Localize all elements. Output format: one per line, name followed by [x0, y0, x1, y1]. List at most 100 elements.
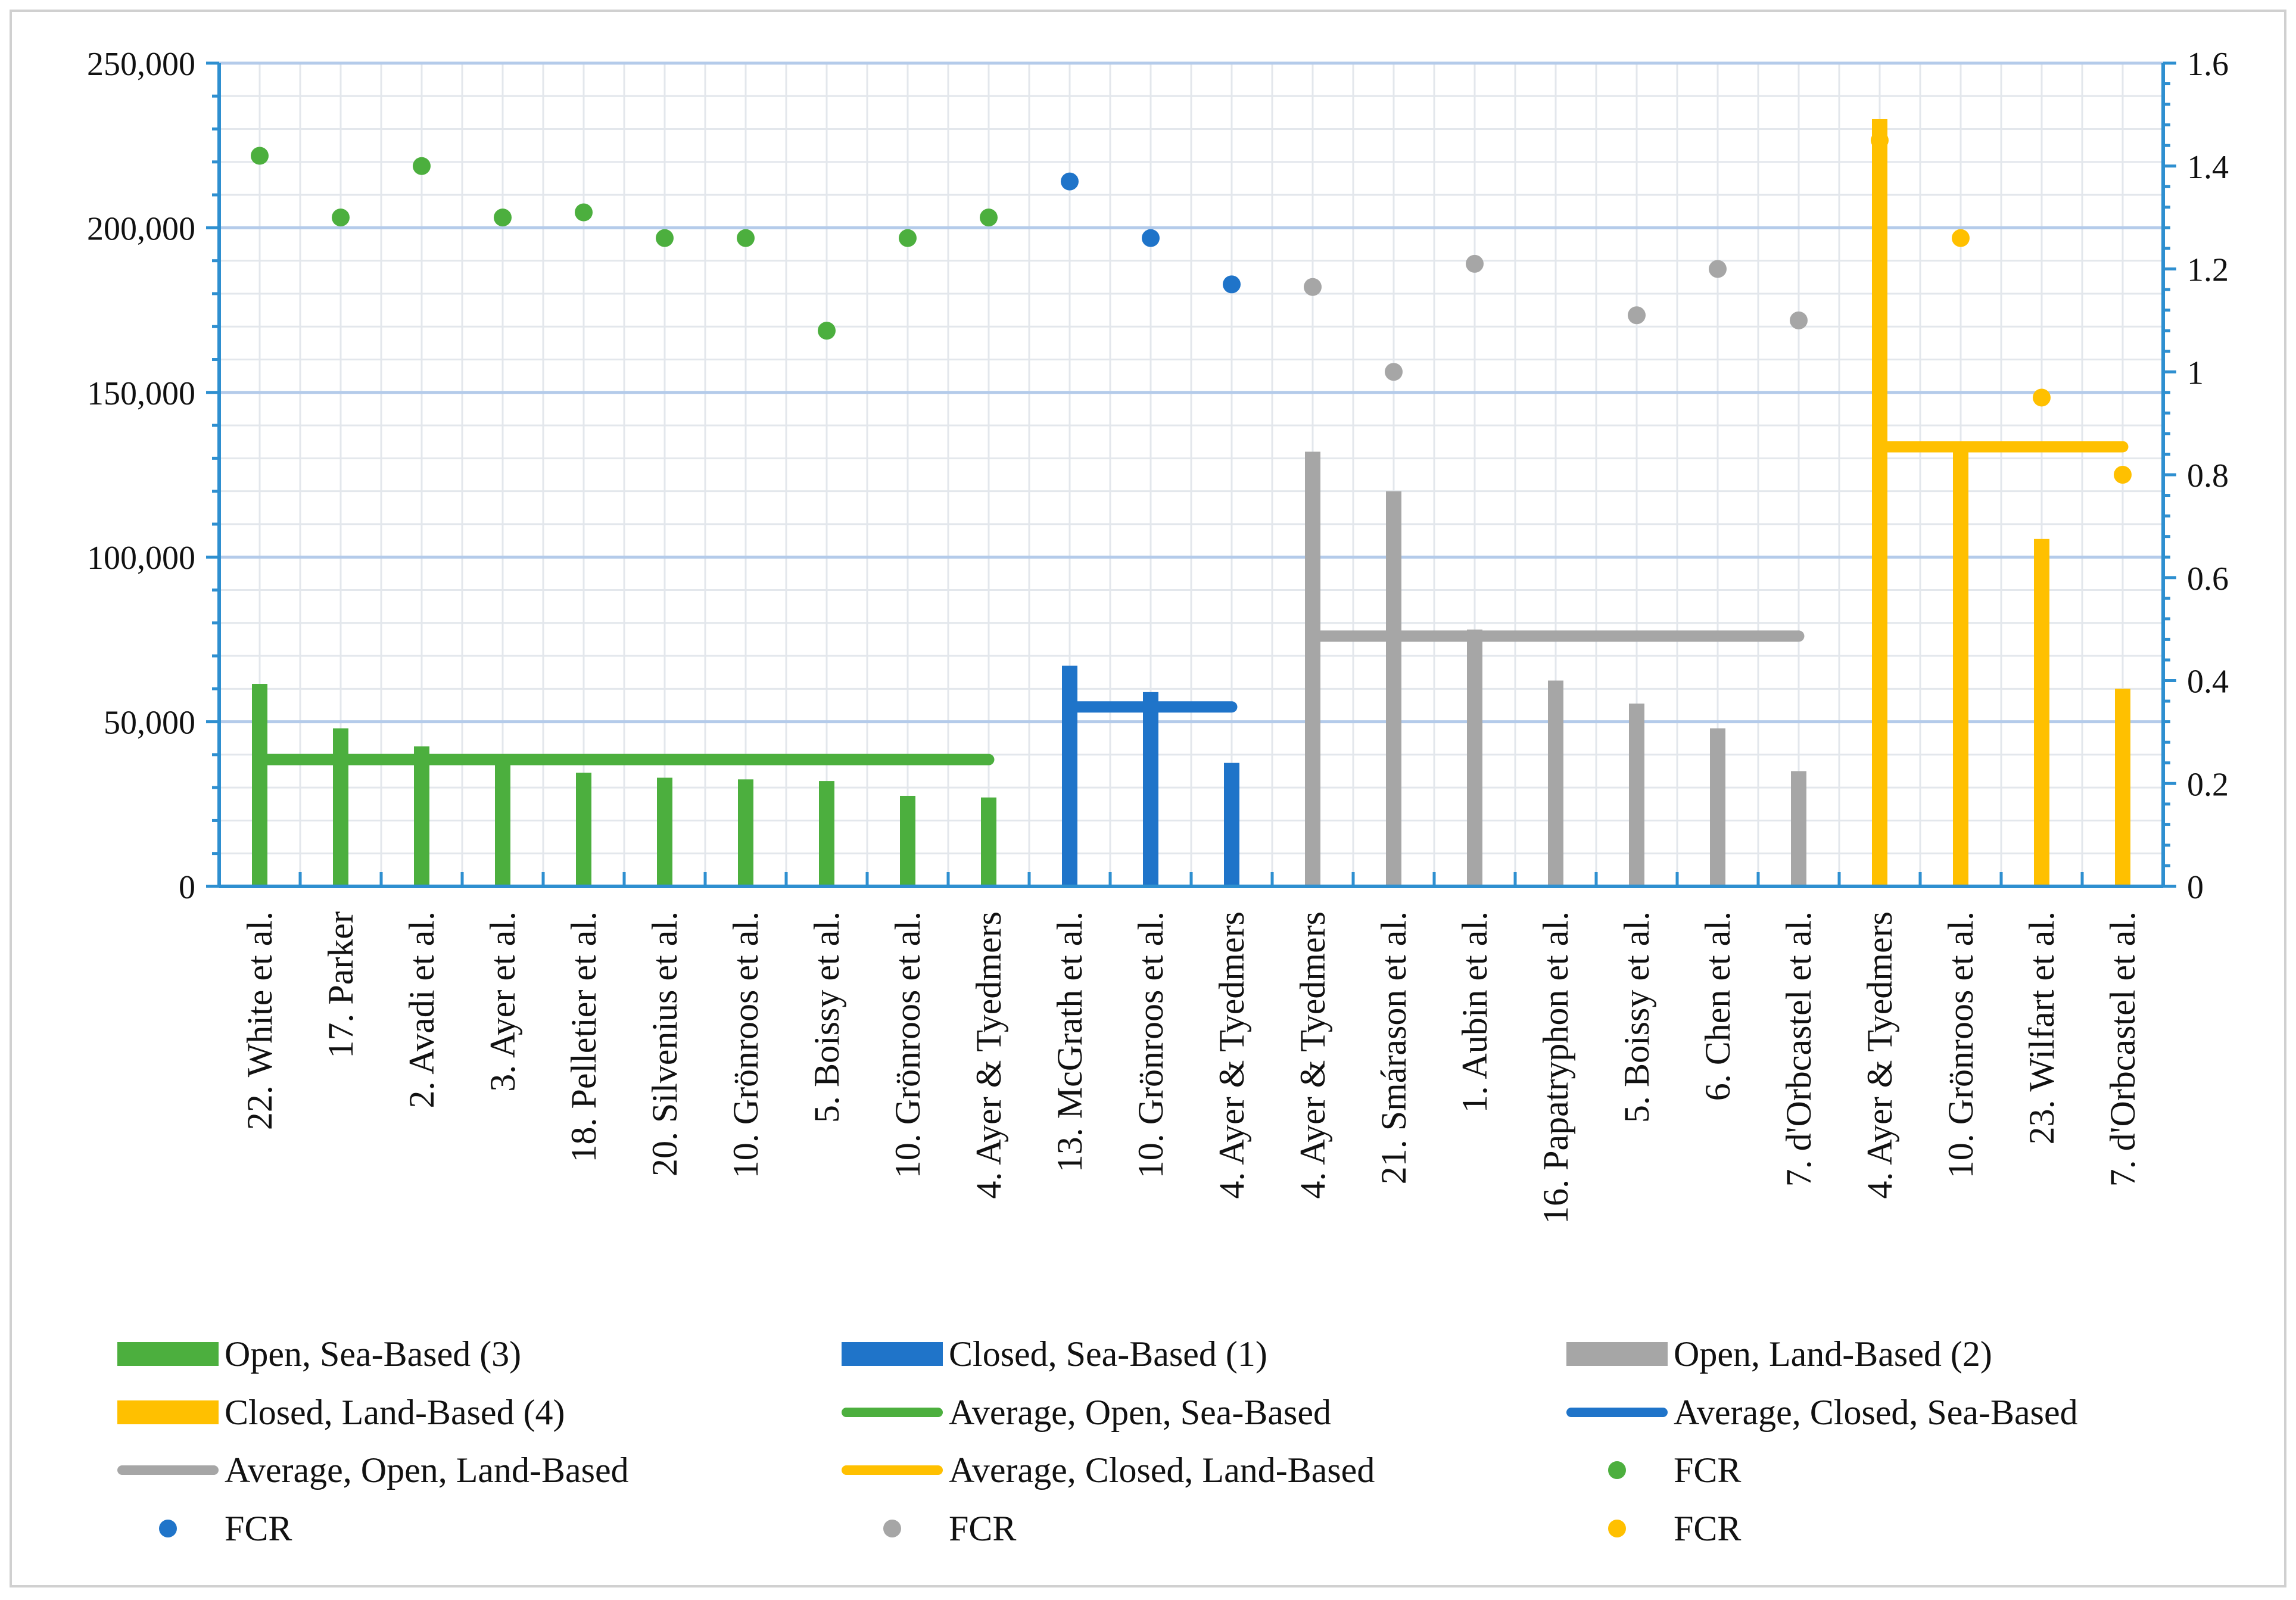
x-tick-label: 20. Silvenius et al.: [645, 911, 684, 1176]
legend-swatch-dot: [159, 1520, 177, 1537]
bar: [1305, 452, 1320, 886]
bar: [1548, 680, 1563, 886]
y2-tick-label: 0.4: [2187, 664, 2229, 701]
fcr-point: [1061, 172, 1079, 191]
x-tick-label: 10. Grönroos et al.: [1941, 911, 1980, 1178]
bar: [1791, 771, 1806, 886]
y2-tick-label: 0: [2187, 869, 2204, 906]
legend-swatch-dot: [1608, 1461, 1626, 1479]
y2-axis-tick-labels: 0 0.2 0.4 0.6 0.8 1 1.2 1.4 1.6: [2187, 46, 2229, 906]
legend-swatch-dot: [1608, 1520, 1626, 1537]
x-tick-label: 13. McGrath et al.: [1050, 911, 1089, 1172]
bar: [2115, 689, 2130, 886]
fcr-point: [980, 208, 998, 227]
y2-tick-label: 0.8: [2187, 457, 2229, 494]
fcr-point: [818, 322, 836, 340]
fcr-point: [251, 147, 269, 165]
bars: [252, 119, 2130, 887]
legend-label: Closed, Sea-Based (1): [949, 1334, 1267, 1374]
legend-swatch-bar: [1566, 1342, 1668, 1366]
fcr-point: [1142, 229, 1160, 247]
legend-label: Average, Open, Land-Based: [225, 1450, 629, 1490]
legend-label: Open, Sea-Based (3): [225, 1334, 521, 1374]
bar: [1062, 665, 1077, 886]
y-tick-label: 50,000: [104, 705, 195, 742]
fcr-point: [1952, 229, 1970, 247]
fcr-point: [1790, 311, 1808, 329]
bar: [1710, 728, 1725, 886]
bar: [1143, 692, 1158, 886]
x-tick-label: 1. Aubin et al.: [1455, 911, 1494, 1113]
fcr-point: [656, 229, 674, 247]
x-tick-label: 2. Avadi et al.: [402, 911, 441, 1108]
fcr-point: [2114, 466, 2132, 484]
fcr-point: [1709, 260, 1727, 278]
legend-label: FCR: [225, 1509, 292, 1548]
fcr-point: [899, 229, 917, 247]
bar: [900, 795, 915, 886]
x-tick-label: 17. Parker: [321, 911, 360, 1059]
y2-tick-label: 0.6: [2187, 561, 2229, 597]
fcr-point: [2033, 388, 2051, 407]
fcr-point: [332, 208, 350, 227]
x-tick-label: 4. Ayer & Tyedmers: [1212, 911, 1251, 1199]
fcr-point: [1628, 306, 1646, 325]
x-tick-label: 18. Pelletier et al.: [564, 911, 603, 1163]
bar: [819, 781, 834, 886]
x-tick-label: 10. Grönroos et al.: [888, 911, 927, 1178]
x-tick-label: 16. Papatryphon et al.: [1536, 911, 1575, 1224]
bar: [1224, 762, 1239, 886]
fcr-point: [413, 157, 431, 175]
bar: [1872, 119, 1887, 887]
y-tick-label: 200,000: [87, 210, 195, 247]
x-tick-label: 6. Chen et al.: [1698, 911, 1737, 1101]
bar: [657, 777, 672, 886]
legend: Open, Sea-Based (3) Closed, Sea-Based (1)…: [117, 1334, 2078, 1548]
x-tick-label: 21. Smárason et al.: [1374, 911, 1413, 1184]
bar: [2034, 538, 2049, 886]
y2-tick-label: 1.6: [2187, 46, 2229, 83]
y2-tick-label: 0.2: [2187, 766, 2229, 803]
x-tick-label: 23. Wilfart et al.: [2022, 911, 2061, 1144]
fcr-point: [1385, 363, 1403, 381]
bar: [1953, 445, 1968, 886]
bar: [1467, 629, 1482, 886]
legend-label: Open, Land-Based (2): [1674, 1334, 1992, 1374]
y2-tick-label: 1: [2187, 354, 2204, 391]
bar: [1386, 491, 1401, 886]
bar: [1629, 703, 1644, 886]
bar: [576, 773, 591, 886]
fcr-point: [1304, 278, 1322, 296]
x-tick-label: 7. d'Orbcastel et al.: [1779, 911, 1818, 1187]
x-tick-label: 3. Ayer et al.: [483, 911, 522, 1092]
x-axis-tick-labels: 22. White et al. 17. Parker 2. Avadi et al…: [240, 911, 2142, 1224]
legend-label: Average, Closed, Land-Based: [949, 1450, 1375, 1490]
bar: [495, 762, 510, 886]
y2-tick-label: 1.2: [2187, 252, 2229, 289]
legend-label: FCR: [949, 1509, 1016, 1548]
legend-label: Average, Open, Sea-Based: [949, 1393, 1331, 1432]
bar: [252, 684, 267, 886]
bar: [414, 746, 429, 886]
x-tick-label: 7. d'Orbcastel et al.: [2103, 911, 2142, 1187]
legend-label: Average, Closed, Sea-Based: [1674, 1393, 2078, 1432]
average-lines: [254, 441, 2129, 765]
bar: [738, 779, 753, 886]
x-tick-label: 5. Boissy et al.: [807, 911, 846, 1123]
legend-label: FCR: [1674, 1509, 1741, 1548]
y2-tick-label: 1.4: [2187, 149, 2229, 186]
fcr-point: [494, 208, 512, 227]
y-tick-label: 100,000: [87, 540, 195, 577]
x-tick-label: 10. Grönroos et al.: [1131, 911, 1170, 1178]
legend-swatch-bar: [117, 1342, 219, 1366]
y-tick-label: 250,000: [87, 46, 195, 83]
fcr-point: [1871, 131, 1889, 150]
y-tick-label: 150,000: [87, 375, 195, 412]
x-tick-label: 4. Ayer & Tyedmers: [1293, 911, 1332, 1199]
legend-label: Closed, Land-Based (4): [225, 1393, 565, 1432]
bar: [333, 728, 348, 886]
x-tick-label: 10. Grönroos et al.: [726, 911, 765, 1178]
bar: [981, 797, 996, 886]
